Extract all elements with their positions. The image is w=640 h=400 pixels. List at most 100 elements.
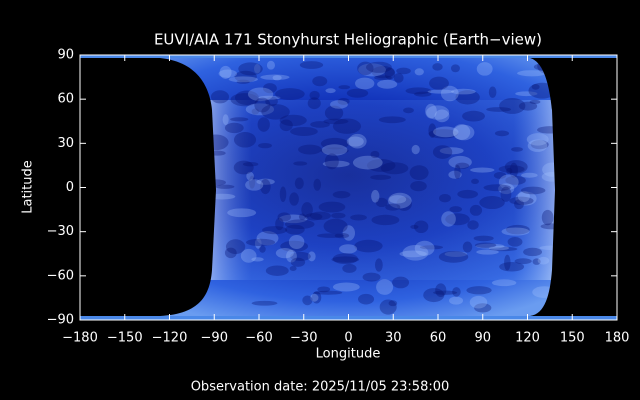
texture xyxy=(374,258,383,272)
texture xyxy=(452,287,461,297)
texture xyxy=(262,83,277,94)
texture xyxy=(450,64,460,73)
texture xyxy=(537,256,550,265)
texture xyxy=(266,60,275,70)
texture xyxy=(324,153,339,170)
texture xyxy=(517,70,547,77)
texture xyxy=(323,218,348,234)
texture xyxy=(332,190,351,199)
texture xyxy=(414,91,432,97)
texture xyxy=(441,211,456,227)
texture xyxy=(227,208,257,218)
texture xyxy=(225,239,246,255)
texture xyxy=(285,224,305,235)
texture xyxy=(362,272,381,282)
texture xyxy=(302,295,313,306)
texture xyxy=(448,170,462,179)
texture xyxy=(402,244,429,261)
x-tick-label: 180 xyxy=(605,331,630,346)
texture xyxy=(251,257,264,262)
x-tick-label: −30 xyxy=(290,331,317,346)
texture xyxy=(301,202,313,218)
texture xyxy=(247,87,274,102)
y-tick-label: 30 xyxy=(57,136,74,151)
texture xyxy=(245,103,275,116)
texture xyxy=(234,70,257,83)
texture xyxy=(474,303,492,313)
texture xyxy=(230,117,249,122)
texture xyxy=(322,160,350,168)
texture xyxy=(451,88,476,95)
texture xyxy=(423,288,445,303)
x-tick-label: 30 xyxy=(385,331,402,346)
texture xyxy=(396,196,412,211)
texture xyxy=(520,186,546,195)
texture xyxy=(427,89,455,94)
texture xyxy=(293,161,308,166)
texture xyxy=(476,62,493,76)
texture xyxy=(251,300,278,306)
texture xyxy=(253,63,261,74)
texture xyxy=(224,247,237,259)
x-tick-label: −90 xyxy=(201,331,228,346)
x-tick-label: 0 xyxy=(344,331,352,346)
texture xyxy=(286,249,297,263)
texture xyxy=(290,126,318,136)
texture xyxy=(469,295,488,309)
texture xyxy=(238,62,263,76)
texture xyxy=(507,237,523,247)
texture xyxy=(384,67,396,80)
texture xyxy=(494,130,510,137)
texture xyxy=(411,144,420,155)
texture xyxy=(440,85,459,102)
texture xyxy=(426,105,450,120)
texture xyxy=(309,90,320,100)
x-tick-label: −180 xyxy=(62,331,98,346)
texture xyxy=(265,96,278,107)
texture xyxy=(532,258,541,265)
texture xyxy=(439,193,451,203)
x-tick-label: 60 xyxy=(430,331,447,346)
texture xyxy=(339,244,358,254)
texture xyxy=(320,137,349,150)
texture xyxy=(493,172,507,179)
texture xyxy=(392,276,410,289)
y-tick-label: 90 xyxy=(57,48,74,63)
texture xyxy=(246,171,254,181)
texture xyxy=(218,69,238,78)
texture xyxy=(521,172,538,178)
texture xyxy=(469,204,483,216)
texture xyxy=(260,178,271,195)
texture xyxy=(396,67,411,75)
texture xyxy=(541,209,554,226)
texture xyxy=(337,97,350,105)
texture xyxy=(523,247,543,257)
texture xyxy=(332,282,360,292)
x-tick-label: −60 xyxy=(245,331,272,346)
texture xyxy=(517,190,530,203)
texture xyxy=(529,99,541,105)
texture xyxy=(219,65,232,79)
texture xyxy=(288,234,305,250)
texture xyxy=(511,147,523,152)
texture xyxy=(428,129,459,139)
texture xyxy=(429,76,449,90)
texture xyxy=(488,86,497,98)
texture xyxy=(473,235,494,242)
texture xyxy=(358,293,375,305)
texture xyxy=(310,121,330,128)
texture xyxy=(260,74,290,80)
chart-title: EUVI/AIA 171 Stonyhurst Heliographic (Ea… xyxy=(154,31,542,49)
texture xyxy=(425,103,437,119)
texture xyxy=(323,118,349,125)
texture xyxy=(435,283,447,297)
texture xyxy=(311,291,322,304)
texture xyxy=(332,118,362,134)
x-axis-label: Longitude xyxy=(316,347,381,362)
texture xyxy=(374,75,392,81)
texture xyxy=(389,195,407,204)
texture xyxy=(452,124,471,140)
texture xyxy=(233,160,254,175)
texture xyxy=(330,100,348,109)
texture xyxy=(272,75,282,81)
